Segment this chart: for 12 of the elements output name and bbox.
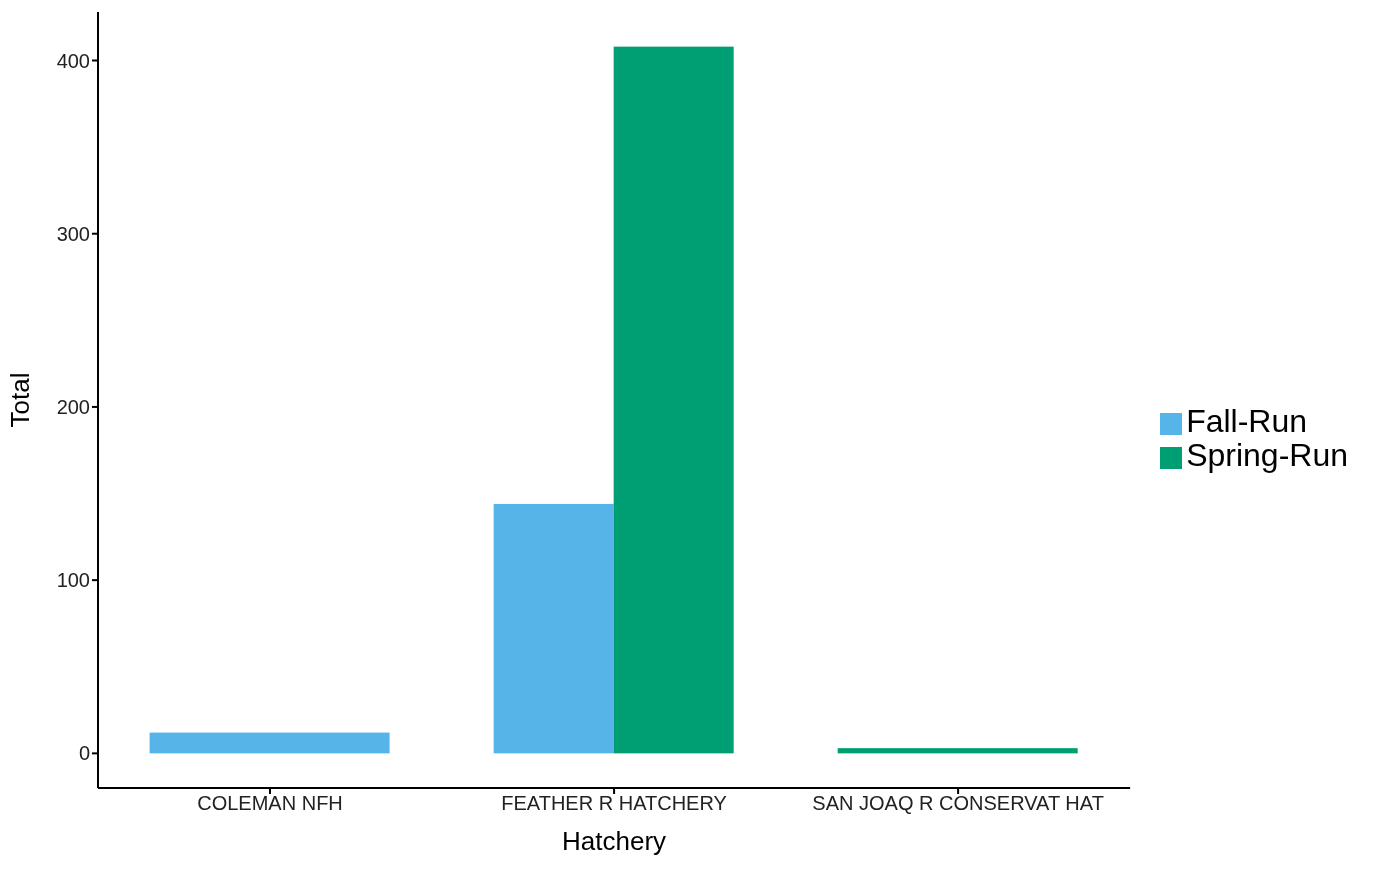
x-tick-label: SAN JOAQ R CONSERVAT HAT — [812, 792, 1104, 815]
y-tick-label: 200 — [56, 396, 90, 419]
y-axis-title: Total — [5, 372, 36, 428]
x-tick-label: COLEMAN NFH — [197, 792, 343, 815]
x-axis-title: Hatchery — [562, 826, 667, 856]
x-tick-label: FEATHER R HATCHERY — [501, 792, 727, 815]
y-tick-label: 300 — [56, 222, 90, 245]
y-tick-label: 400 — [56, 49, 90, 72]
y-tick-label: 0 — [78, 742, 90, 765]
legend-label: Fall-Run — [1186, 403, 1308, 439]
legend-label: Spring-Run — [1186, 437, 1348, 473]
y-tick-label: 100 — [56, 569, 90, 592]
